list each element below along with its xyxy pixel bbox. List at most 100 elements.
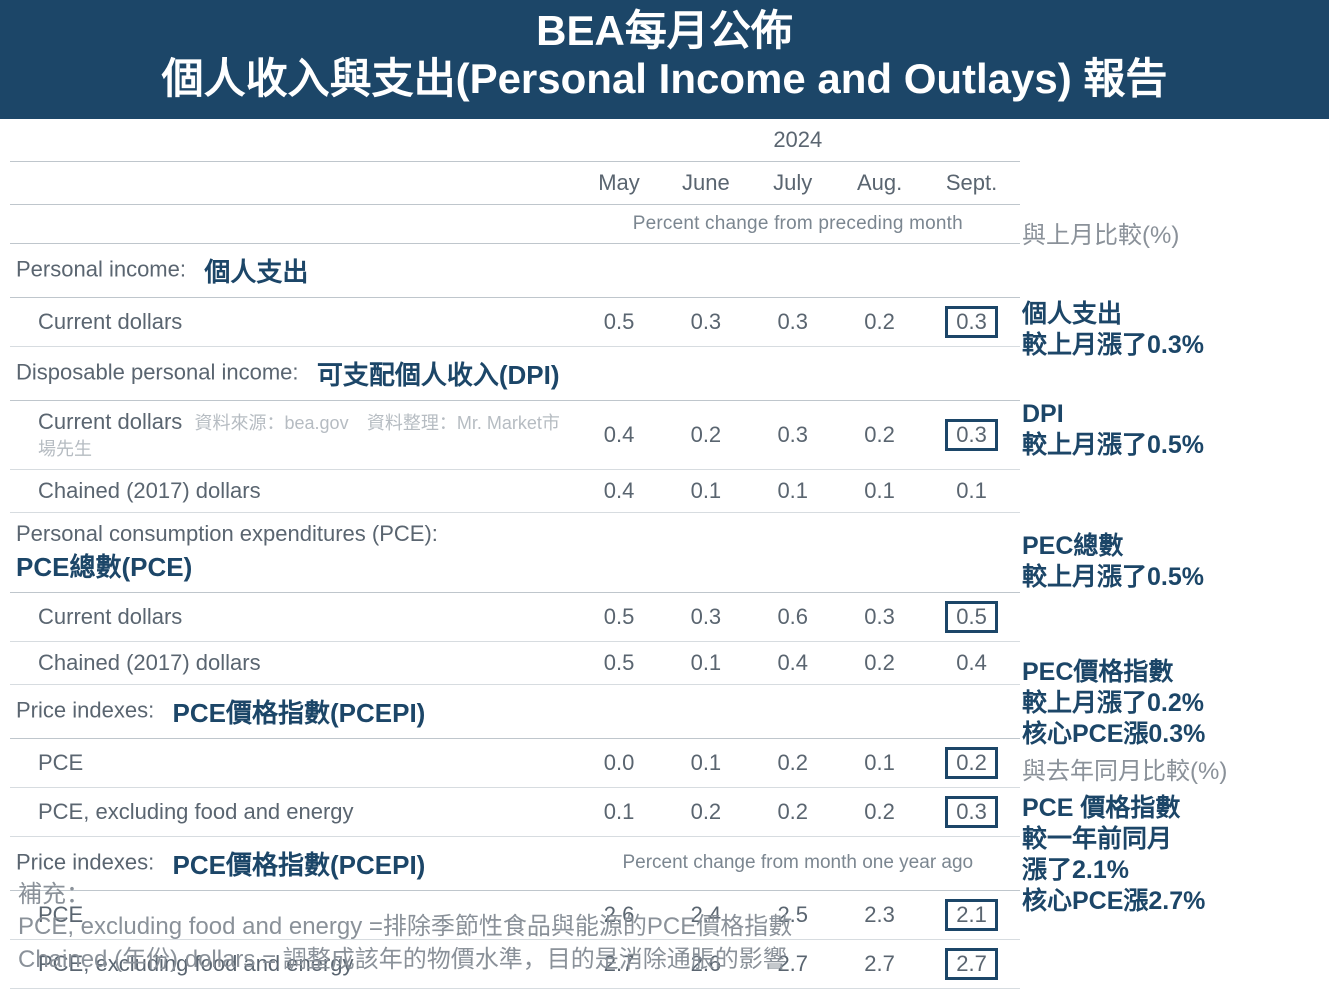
cell: 0.5 (576, 297, 663, 346)
label-idx1: Price indexes: (16, 697, 154, 722)
cell: 0.6 (749, 592, 836, 641)
note-yoy-3: 漲了2.1% (1022, 855, 1205, 886)
cell: 0.2 (662, 787, 749, 836)
header-line2: 個人收入與支出(Personal Income and Outlays) 報告 (20, 54, 1309, 104)
cell: 0.4 (576, 400, 663, 469)
box-yoy-pce: 2.1 (945, 899, 998, 931)
cell: 0.4 (576, 469, 663, 512)
cell: 0.1 (836, 469, 923, 512)
note-subhead1-zh: 與上月比較(%) (1022, 221, 1179, 251)
section-personal-income: Personal income: 個人支出 (10, 243, 1020, 297)
box-idx-pce: 0.2 (945, 747, 998, 779)
subhead-mom-text: Percent change from preceding month (633, 213, 963, 234)
footer-l3: Chained (年份) dollars = 調整成該年的物價水準，目的是消除通… (18, 944, 792, 976)
row-dpi-chained-label: Chained (2017) dollars (10, 469, 576, 512)
label-pi: Personal income: (16, 256, 186, 281)
row-pi-current-label: Current dollars (10, 297, 576, 346)
note-yoy-2: 較一年前同月 (1022, 824, 1205, 855)
cell: 0.3 (662, 297, 749, 346)
subhead-mom: Percent change from preceding month (10, 204, 1020, 243)
footer-l2: PCE, excluding food and energy =排除季節性食品與… (18, 911, 792, 943)
row-dpi-chained: Chained (2017) dollars 0.4 0.1 0.1 0.1 0… (10, 469, 1020, 512)
cell: 0.5 (576, 592, 663, 641)
cell: 0.1 (662, 738, 749, 787)
box-yoy-core: 2.7 (945, 948, 998, 980)
note-yoy-4: 核心PCE漲2.7% (1022, 886, 1205, 917)
cell: 0.3 (662, 592, 749, 641)
annot-idx2: PCE價格指數(PCEPI) (173, 845, 426, 882)
cell: 0.2 (662, 400, 749, 469)
row-idx-pce-label: PCE (10, 738, 576, 787)
cell: 2.7 (836, 939, 923, 988)
row-idx-pce: PCE 0.0 0.1 0.2 0.1 0.2 (10, 738, 1020, 787)
row-pce-chained-label: Chained (2017) dollars (10, 641, 576, 684)
row-idx-core-label: PCE, excluding food and energy (10, 787, 576, 836)
label-dpi: Disposable personal income: (16, 359, 299, 384)
label-pce: Personal consumption expenditures (PCE): (16, 521, 438, 546)
box-pce: 0.5 (945, 601, 998, 633)
note-idx-3: 核心PCE漲0.3% (1022, 719, 1205, 750)
cell: 0.4 (749, 641, 836, 684)
data-table-wrap: 2024 May June July Aug. Sept. Percent ch… (10, 119, 1020, 989)
note-pi-1: 個人支出 (1022, 299, 1204, 330)
month-july: July (749, 161, 836, 204)
annot-idx1: PCE價格指數(PCEPI) (173, 693, 426, 730)
note-pce-1: PEC總數 (1022, 531, 1204, 562)
month-sept: Sept. (923, 161, 1020, 204)
section-pce: Personal consumption expenditures (PCE):… (10, 512, 1020, 592)
cell: 0.0 (576, 738, 663, 787)
cell: 0.3 (836, 592, 923, 641)
month-aug: Aug. (836, 161, 923, 204)
cell: 0.2 (749, 787, 836, 836)
note-pce-2: 較上月漲了0.5% (1022, 562, 1204, 593)
label-idx2: Price indexes: (16, 849, 154, 874)
cell: 0.2 (836, 787, 923, 836)
cell: 0.3 (749, 297, 836, 346)
annot-dpi: 可支配個人收入(DPI) (317, 355, 560, 392)
month-row: May June July Aug. Sept. (10, 161, 1020, 204)
row-dpi-current-label: Current dollars (38, 409, 182, 434)
note-idx-1: PEC價格指數 (1022, 657, 1205, 688)
footer-l1: 補充： (18, 879, 792, 911)
row-pi-current: Current dollars 0.5 0.3 0.3 0.2 0.3 (10, 297, 1020, 346)
cell: 0.4 (923, 641, 1020, 684)
month-may: May (576, 161, 663, 204)
report-header: BEA每月公佈 個人收入與支出(Personal Income and Outl… (0, 0, 1329, 119)
header-line1: BEA每月公佈 (20, 8, 1309, 54)
section-price-idx-mom: Price indexes: PCE價格指數(PCEPI) (10, 684, 1020, 738)
year-cell: 2024 (576, 119, 1020, 162)
note-idx-2: 較上月漲了0.2% (1022, 688, 1205, 719)
cell: 0.2 (836, 400, 923, 469)
watermark-a: 資料來源：bea.gov (195, 413, 349, 433)
row-pce-current: Current dollars 0.5 0.3 0.6 0.3 0.5 (10, 592, 1020, 641)
year-row: 2024 (10, 119, 1020, 162)
month-june: June (662, 161, 749, 204)
cell: 0.3 (749, 400, 836, 469)
cell: 0.1 (576, 787, 663, 836)
annot-pce: PCE總數(PCE) (16, 547, 192, 584)
footer-note: 補充： PCE, excluding food and energy =排除季節… (18, 879, 792, 976)
note-subhead2-zh: 與去年同月比較(%) (1022, 757, 1227, 787)
box-pi: 0.3 (945, 306, 998, 338)
cell: 0.2 (836, 297, 923, 346)
cell: 0.1 (923, 469, 1020, 512)
cell: 0.1 (836, 738, 923, 787)
note-dpi-2: 較上月漲了0.5% (1022, 430, 1204, 461)
annot-pi: 個人支出 (204, 252, 308, 289)
row-dpi-current: Current dollars 資料來源：bea.gov 資料整理：Mr. Ma… (10, 400, 1020, 469)
note-dpi-1: DPI (1022, 399, 1204, 430)
note-pi-2: 較上月漲了0.3% (1022, 330, 1204, 361)
cell: 0.5 (576, 641, 663, 684)
section-dpi: Disposable personal income: 可支配個人收入(DPI) (10, 346, 1020, 400)
cell: 0.2 (749, 738, 836, 787)
cell: 0.1 (662, 641, 749, 684)
data-table: 2024 May June July Aug. Sept. Percent ch… (10, 119, 1020, 989)
box-dpi: 0.3 (945, 419, 998, 451)
row-idx-core: PCE, excluding food and energy 0.1 0.2 0… (10, 787, 1020, 836)
box-idx-core: 0.3 (945, 796, 998, 828)
note-yoy-1: PCE 價格指數 (1022, 793, 1205, 824)
cell: 0.1 (749, 469, 836, 512)
row-pce-chained: Chained (2017) dollars 0.5 0.1 0.4 0.2 0… (10, 641, 1020, 684)
row-pce-current-label: Current dollars (10, 592, 576, 641)
cell: 2.3 (836, 890, 923, 939)
